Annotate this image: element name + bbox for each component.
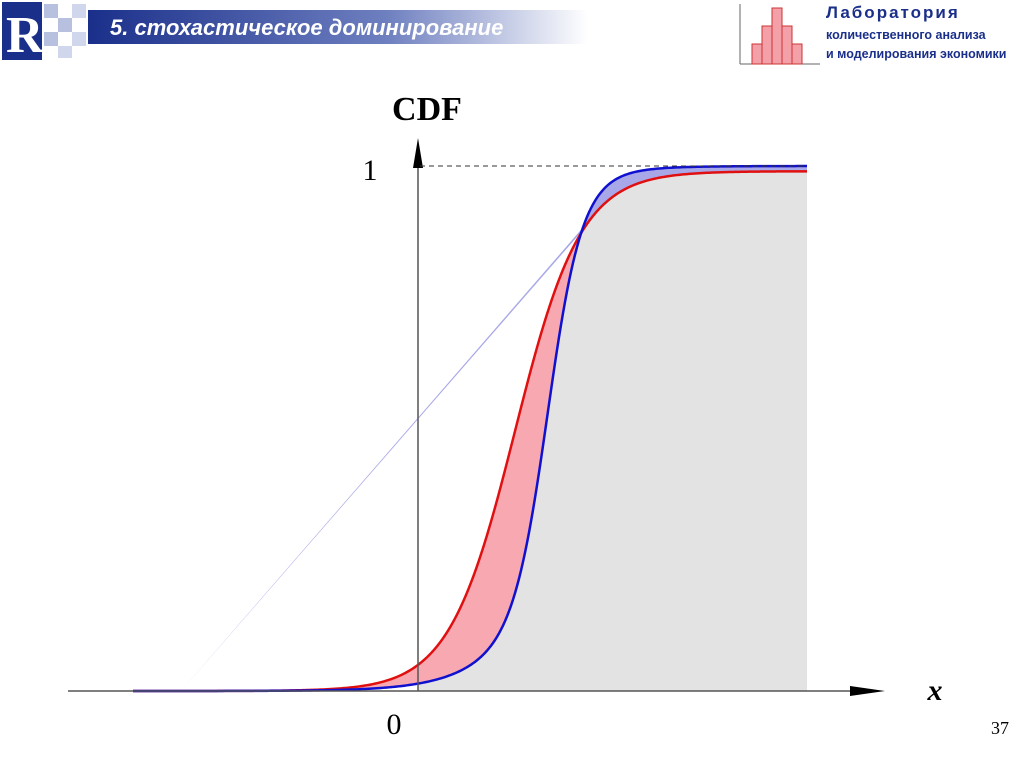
y-label: CDF — [392, 91, 462, 128]
red-gap — [183, 233, 581, 691]
gray-area — [418, 171, 807, 691]
figure — [132, 164, 808, 693]
lab-line: количественного анализа — [826, 28, 987, 42]
page-number: 37 — [991, 718, 1009, 738]
slide-title: 5. стохастическое доминирование — [110, 15, 503, 40]
x-label: x — [927, 674, 943, 707]
lab-line: и моделирования экономики — [826, 47, 1007, 61]
y-top-label: 1 — [363, 154, 378, 187]
x-arrow — [850, 686, 885, 696]
lab-name: Лаборатория — [826, 3, 960, 22]
origin-label: 0 — [387, 708, 402, 741]
logo: R — [2, 2, 86, 64]
svg-text:R: R — [6, 7, 45, 64]
title-bar — [88, 10, 588, 44]
lab-logo — [739, 4, 820, 65]
y-arrow — [413, 138, 423, 168]
